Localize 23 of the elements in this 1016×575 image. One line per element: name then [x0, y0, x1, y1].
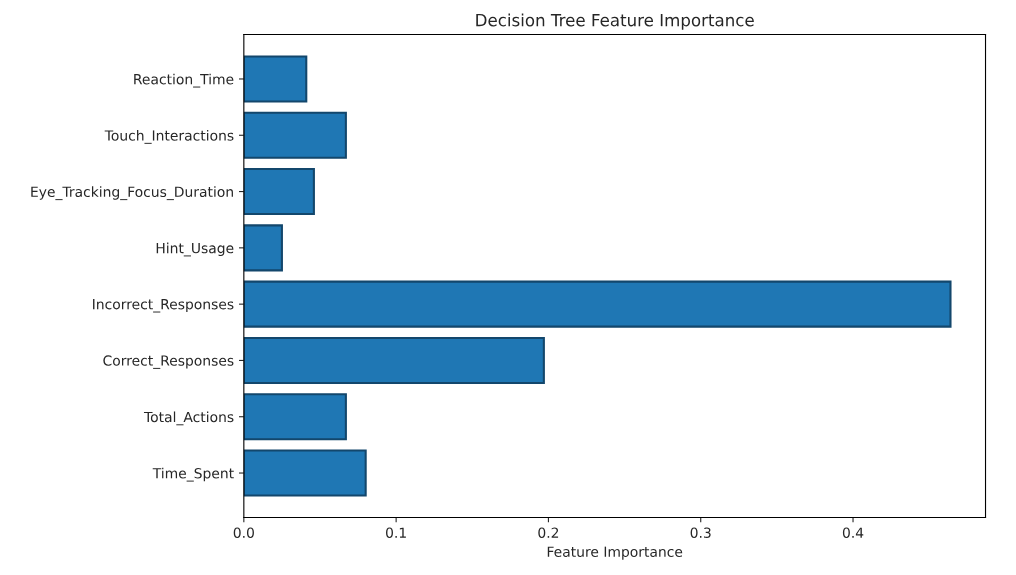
y-tick-label: Correct_Responses [103, 355, 234, 369]
x-tick-label: 0.4 [842, 527, 864, 538]
bar [243, 224, 283, 272]
bar [243, 111, 347, 159]
y-tick-label: Eye_Tracking_Focus_Duration [31, 186, 233, 201]
x-tick-label: 0.1 [386, 527, 406, 538]
y-tick-label: Hint_Usage [156, 242, 234, 257]
x-tick-label: 0.0 [233, 527, 254, 538]
bar [243, 449, 367, 497]
y-tick-label: Touch_Interactions [104, 129, 234, 144]
x-tick-label: 0.2 [538, 527, 559, 538]
bar [243, 336, 545, 384]
y-tick-label: Incorrect_Responses [93, 299, 234, 313]
y-tick-label: Time_Spent [152, 467, 234, 482]
x-tick-label: 0.3 [690, 527, 711, 538]
bar [243, 280, 952, 328]
bar [243, 393, 347, 441]
y-tick-label: Total_Actions [143, 411, 234, 426]
x-axis-title: Feature Importance [547, 546, 683, 560]
bar [243, 168, 315, 216]
y-tick-label: Reaction_Time [134, 73, 234, 88]
bar [243, 55, 308, 103]
chart-title: Decision Tree Feature Importance [476, 13, 754, 30]
